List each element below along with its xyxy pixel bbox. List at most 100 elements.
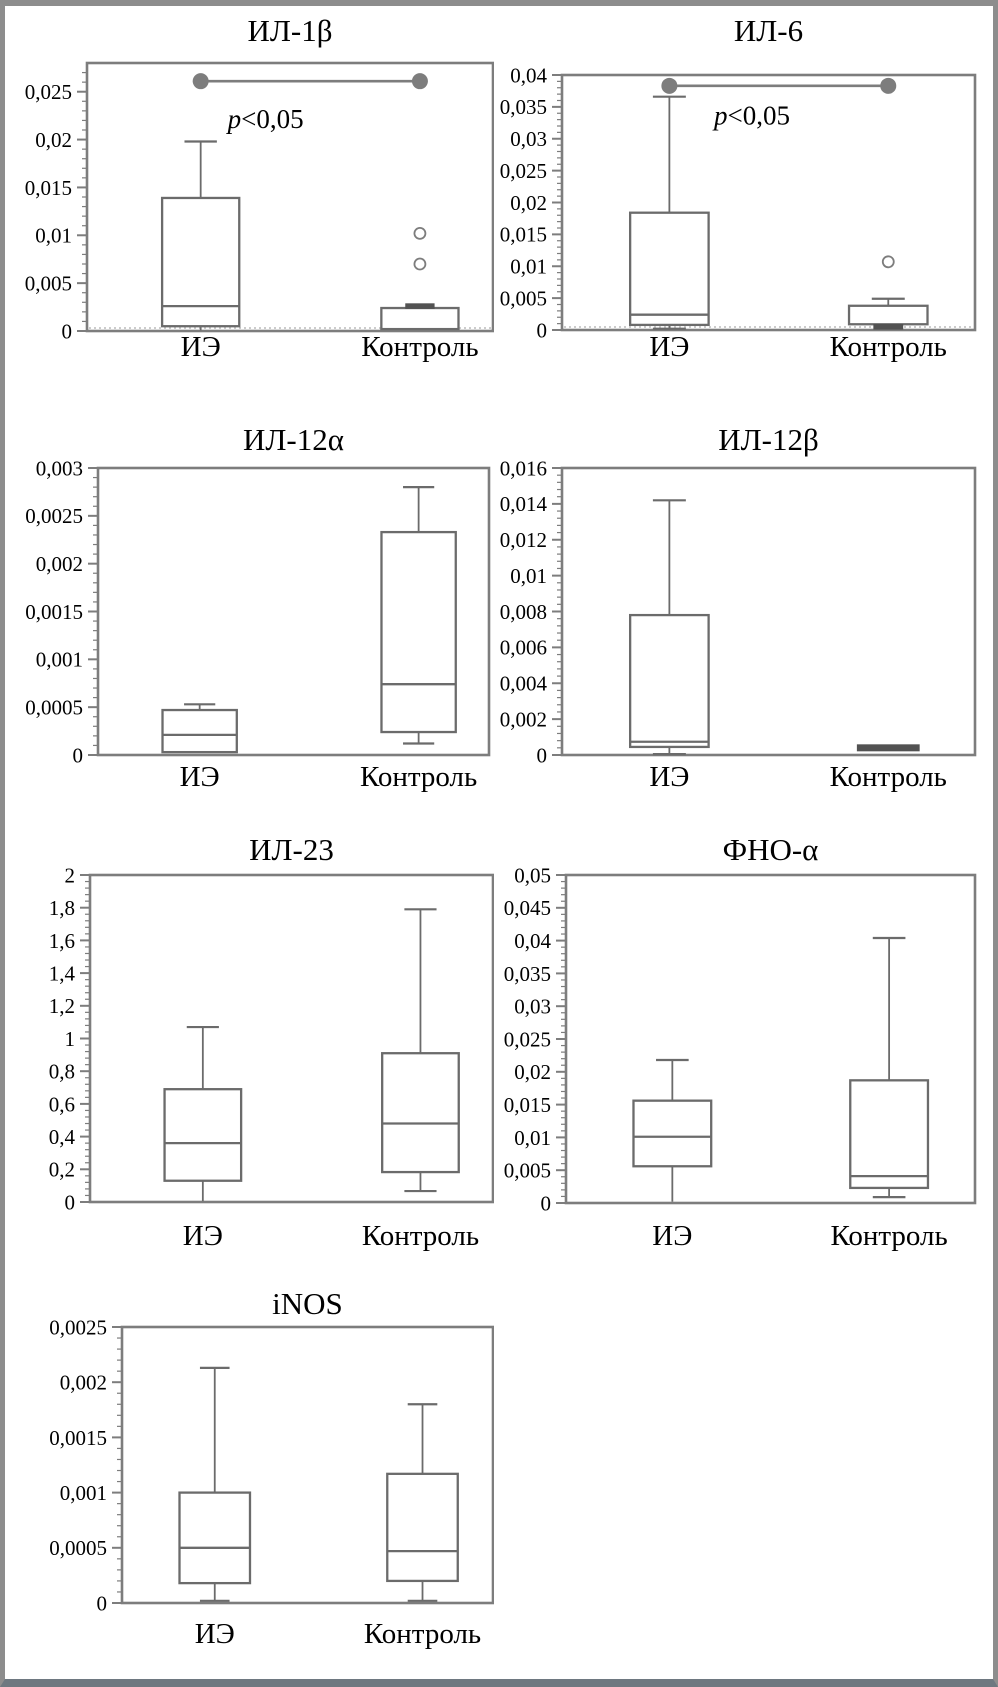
box (161, 708, 238, 754)
box (160, 196, 241, 328)
boxplot-svg-il-12a: ИЛ-12α 0 0,0005 0,001 0,0015 0,002 0,0025 0,003… (25, 422, 491, 793)
box (628, 613, 710, 749)
significance-label: p<0,05 (712, 101, 790, 131)
panel-title: ИЛ-12β (718, 422, 819, 457)
boxplot-svg-inos: iNOS 0 0,0005 0,001 0,0015 0,002 0,0025 ИЭ Контр… (49, 1286, 495, 1650)
x-category-label: Контроль (362, 1220, 479, 1252)
thick-bar-segment (856, 744, 920, 752)
significance-endpoint (661, 77, 678, 94)
y-axis-tick-label: 0,035 (504, 962, 551, 986)
y-axis-tick-label: 0,005 (25, 271, 72, 295)
outlier-point (881, 255, 895, 269)
y-axis-tick-label: 0 (537, 318, 548, 342)
y-axis-tick-label: 0,045 (504, 896, 551, 920)
x-category-label: ИЭ (649, 331, 689, 363)
y-axis-tick-label: 0,02 (514, 1060, 551, 1084)
boxplot-panel-il-6: ИЛ-6 0 0,005 0,01 0,015 0,02 0,025 0,03 0,035 0,0… (496, 8, 993, 405)
y-axis-tick-label: 0,02 (510, 191, 547, 215)
y-axis-tick-label: 0,01 (510, 564, 547, 588)
y-axis-tick-label: 0,005 (504, 1159, 551, 1183)
y-axis-tick-label: 0 (541, 1191, 552, 1215)
y-axis-tick-label: 0,0015 (49, 1426, 107, 1450)
y-axis-tick-label: 1 (65, 1027, 76, 1051)
y-axis-tick-label: 0 (97, 1591, 108, 1615)
boxplot-panel-il-12a: ИЛ-12α 0 0,0005 0,001 0,0015 0,002 0,0025 0,003… (8, 418, 494, 821)
significance-label: p<0,05 (226, 104, 304, 134)
x-category-label: ИЭ (195, 1618, 235, 1650)
box (163, 1088, 243, 1182)
y-axis-tick-label: 0,0025 (25, 504, 83, 528)
x-category-label: Контроль (830, 331, 947, 363)
box (632, 1099, 713, 1168)
y-axis-tick-label: 0,01 (510, 255, 547, 279)
plot-frame (120, 1325, 495, 1605)
y-axis-tick-label: 0,015 (500, 223, 547, 247)
box (380, 306, 460, 331)
box (380, 530, 457, 734)
y-axis-tick-label: 0,04 (510, 63, 547, 87)
boxplot-panel-il-23: ИЛ-23 0 0,2 0,4 0,6 0,8 1 1,2 1,4 1,6 1,8 2 ИЭ Контро… (8, 820, 495, 1277)
y-axis-tick-label: 0,6 (49, 1092, 75, 1116)
panel-title: ФНО-α (723, 832, 819, 867)
box (849, 1079, 930, 1190)
y-axis-tick-label: 0,014 (500, 492, 548, 516)
y-axis-tick-label: 0,04 (514, 929, 551, 953)
panel-title: ИЛ-1β (247, 13, 332, 48)
x-category-label: Контроль (361, 331, 478, 363)
boxplot-panel-il-12b: ИЛ-12β 0 0,002 0,004 0,006 0,008 0,01 0,012 0,01… (496, 418, 993, 821)
y-axis-tick-label: 0,01 (35, 224, 72, 248)
y-axis-tick-label: 0,035 (500, 95, 547, 119)
y-axis-tick-label: 0,05 (514, 863, 551, 887)
y-axis-tick-label: 0,0005 (49, 1536, 107, 1560)
panel-title: ИЛ-23 (249, 832, 334, 867)
y-axis-tick-label: 1,4 (49, 961, 76, 985)
thick-median-segment (405, 303, 435, 309)
y-axis-tick-label: 0,008 (500, 600, 547, 624)
y-axis-tick-label: 0,002 (36, 552, 83, 576)
y-axis-tick-label: 2 (65, 863, 76, 887)
x-category-label: ИЭ (183, 1220, 223, 1252)
y-axis-tick-label: 0,006 (500, 636, 547, 660)
y-axis-tick-label: 0,0005 (25, 696, 83, 720)
boxplot-panel-fno-a: ФНО-α 0 0,005 0,01 0,015 0,02 0,025 0,03 0,035 0,… (496, 820, 993, 1277)
y-axis-tick-label: 1,2 (49, 994, 75, 1018)
y-axis-tick-label: 0,025 (504, 1027, 551, 1051)
y-axis-tick-label: 0,001 (60, 1481, 107, 1505)
y-axis-tick-label: 0,025 (25, 80, 72, 104)
boxplot-svg-il-23: ИЛ-23 0 0,2 0,4 0,6 0,8 1 1,2 1,4 1,6 1,8 2 ИЭ Контро… (49, 832, 495, 1252)
panel-title: ИЛ-12α (243, 422, 344, 457)
boxplot-panel-inos: iNOS 0 0,0005 0,001 0,0015 0,002 0,0025 ИЭ Контр… (8, 1280, 495, 1679)
boxplot-svg-il-6: ИЛ-6 0 0,005 0,01 0,015 0,02 0,025 0,03 0,035 0,0… (500, 13, 977, 363)
x-category-label: Контроль (830, 1220, 947, 1252)
boxplot-panel-il-1b: ИЛ-1β 0 0,005 0,01 0,015 0,02 0,025 ИЭ Контроль p… (8, 8, 495, 405)
box (847, 304, 929, 326)
box (386, 1472, 459, 1583)
panel-title: ИЛ-6 (734, 13, 803, 48)
panel-title: iNOS (272, 1286, 343, 1321)
significance-endpoint (880, 77, 897, 94)
boxplot-svg-il-12b: ИЛ-12β 0 0,002 0,004 0,006 0,008 0,01 0,012 0,01… (500, 422, 977, 793)
y-axis-tick-label: 0,02 (35, 128, 72, 152)
plot-frame (560, 466, 977, 757)
y-axis-tick-label: 0,0025 (49, 1315, 107, 1339)
y-axis-tick-label: 0,0015 (25, 600, 83, 624)
y-axis-tick-label: 0,012 (500, 528, 547, 552)
significance-endpoint (192, 73, 209, 90)
y-axis-tick-label: 0 (73, 743, 84, 767)
significance-endpoint (411, 73, 428, 90)
y-axis-tick-label: 0 (537, 743, 548, 767)
boxplot-svg-fno-a: ФНО-α 0 0,005 0,01 0,015 0,02 0,025 0,03 0,035 0,… (504, 832, 977, 1252)
y-axis-tick-label: 1,8 (49, 896, 75, 920)
y-axis-tick-label: 0,01 (514, 1126, 551, 1150)
box (178, 1491, 252, 1585)
y-axis-tick-label: 0,005 (500, 286, 547, 310)
y-axis-tick-label: 0,015 (25, 176, 72, 200)
x-category-label: ИЭ (180, 761, 220, 793)
y-axis-tick-label: 0 (65, 1190, 76, 1214)
outlier-point (413, 257, 427, 271)
box (628, 211, 710, 327)
x-category-label: ИЭ (649, 761, 689, 793)
boxplot-svg-il-1b: ИЛ-1β 0 0,005 0,01 0,015 0,02 0,025 ИЭ Контроль p… (25, 13, 495, 363)
y-axis-tick-label: 0,03 (510, 127, 547, 151)
y-axis-tick-label: 0,003 (36, 456, 83, 480)
